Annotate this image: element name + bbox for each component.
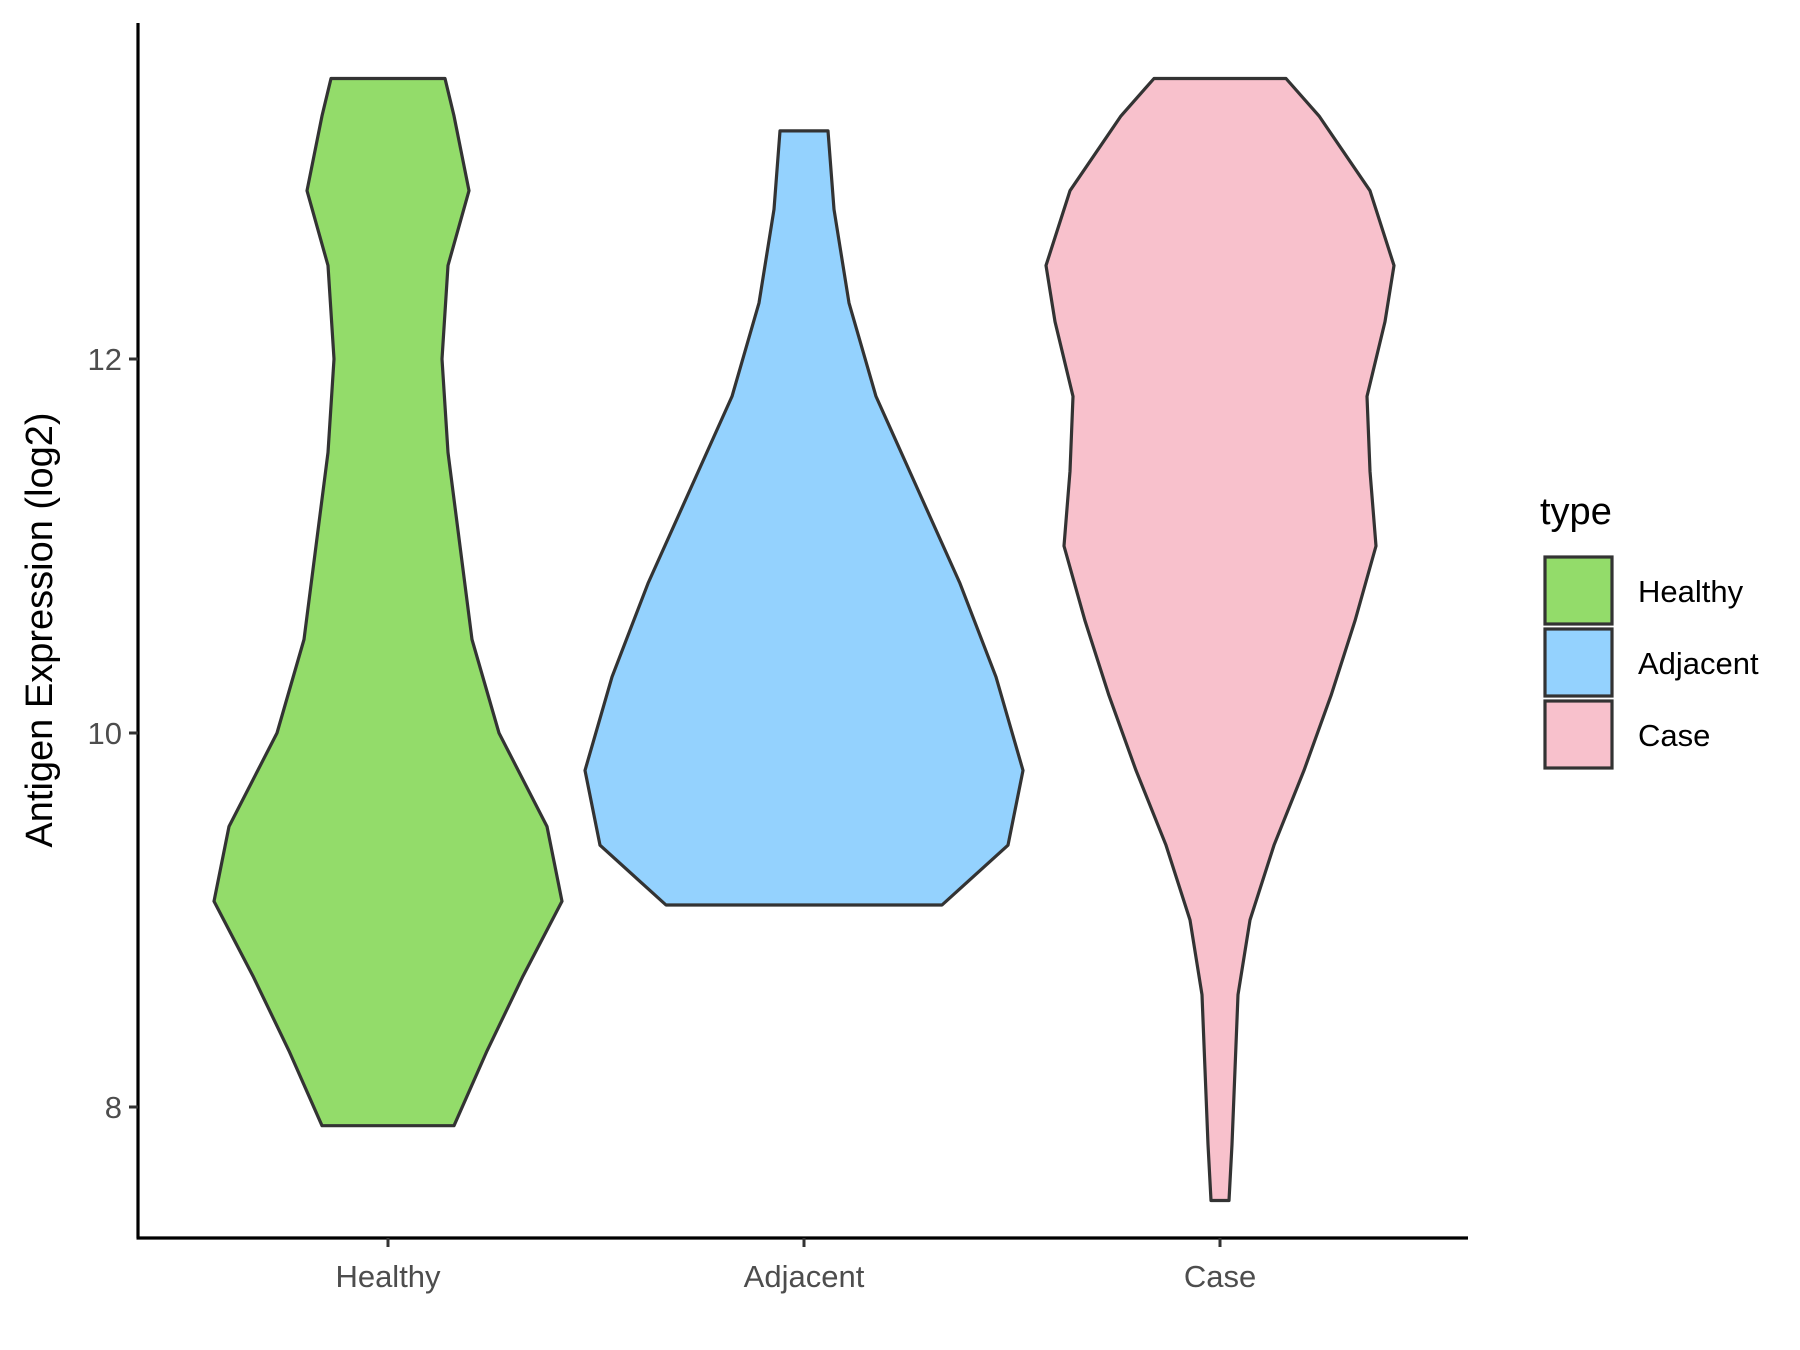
violin-case: [1044, 76, 1396, 1203]
violin-layer: [212, 76, 1396, 1203]
y-tick-label: 8: [105, 1090, 122, 1125]
legend-key-adjacent: [1543, 627, 1614, 698]
x-tick-label: Adjacent: [744, 1259, 865, 1294]
legend-key-case: [1543, 699, 1614, 770]
y-axis-title: Antigen Expression (log2): [19, 412, 61, 847]
y-tick-label: 10: [88, 716, 122, 751]
y-tick-label: 12: [88, 342, 122, 377]
violin-adjacent: [583, 129, 1025, 907]
legend-title: type: [1540, 491, 1612, 533]
x-ticks: Healthy Adjacent Case: [335, 1238, 1256, 1294]
legend-label-adjacent: Adjacent: [1638, 646, 1759, 681]
violin-healthy: [212, 76, 564, 1128]
x-tick-label: Case: [1184, 1259, 1256, 1294]
legend-key-healthy: [1543, 555, 1614, 626]
legend-label-case: Case: [1638, 718, 1710, 753]
x-tick-label: Healthy: [335, 1259, 441, 1294]
legend-label-healthy: Healthy: [1638, 574, 1744, 609]
legend: type Healthy Adjacent Case: [1540, 491, 1759, 770]
y-ticks: 8 10 12: [88, 342, 138, 1125]
